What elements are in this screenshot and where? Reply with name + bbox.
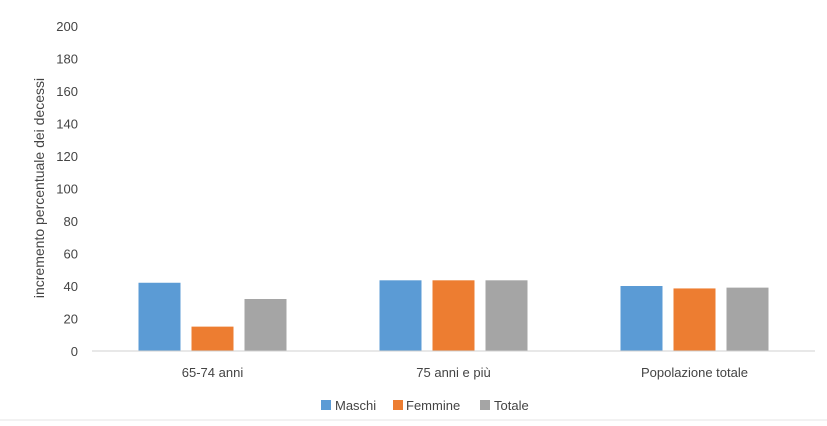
legend-label-totale: Totale <box>494 398 529 413</box>
bar-maschi-3 <box>620 286 663 351</box>
y-tick-label: 0 <box>71 344 78 359</box>
legend-label-femmine: Femmine <box>406 398 460 413</box>
legend-label-maschi: Maschi <box>335 398 376 413</box>
legend-swatch-femmine <box>393 400 403 410</box>
bar-totale-2 <box>485 280 528 351</box>
y-tick-label: 20 <box>64 312 78 327</box>
x-category-label: 75 anni e più <box>416 365 490 380</box>
bar-maschi-1 <box>138 282 181 351</box>
bar-totale-1 <box>244 299 287 351</box>
y-axis-label: incremento percentuale dei decessi <box>31 78 47 298</box>
x-category-label: 65-74 anni <box>182 365 244 380</box>
bars-group <box>138 280 769 351</box>
y-tick-label: 60 <box>64 247 78 262</box>
y-tick-label: 180 <box>56 52 78 67</box>
y-tick-label: 100 <box>56 182 78 197</box>
bar-totale-3 <box>726 287 769 351</box>
y-tick-label: 80 <box>64 214 78 229</box>
y-tick-label: 120 <box>56 149 78 164</box>
y-tick-label: 160 <box>56 84 78 99</box>
legend-swatch-totale <box>480 400 490 410</box>
y-tick-label: 200 <box>56 19 78 34</box>
y-tick-label: 40 <box>64 279 78 294</box>
legend: Maschi Femmine Totale <box>321 398 529 413</box>
legend-swatch-maschi <box>321 400 331 410</box>
bar-femmine-2 <box>432 280 475 351</box>
bar-femmine-1 <box>191 326 234 351</box>
bar-maschi-2 <box>379 280 422 351</box>
y-axis-ticks: 0 20 40 60 80 100 120 140 160 180 200 <box>56 19 78 359</box>
x-category-label: Popolazione totale <box>641 365 748 380</box>
x-axis-labels: 65-74 anni 75 anni e più Popolazione total… <box>182 365 748 380</box>
bar-femmine-3 <box>673 288 716 351</box>
y-tick-label: 140 <box>56 117 78 132</box>
